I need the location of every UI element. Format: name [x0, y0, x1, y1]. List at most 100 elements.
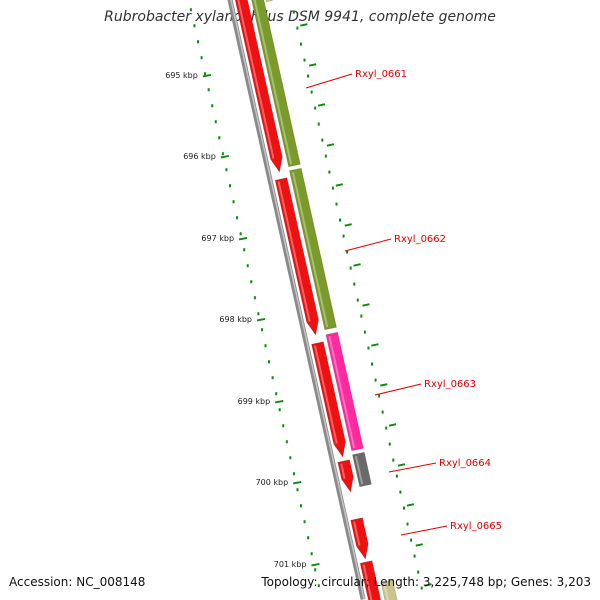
gene-feature-rxyl-0663	[325, 331, 364, 452]
gene-arrow-forward-5-shine	[353, 521, 361, 546]
minor-tick-dot	[236, 216, 239, 220]
minor-tick-dash	[344, 223, 352, 227]
gene-arrow-forward-6-shine	[362, 564, 373, 600]
minor-tick-dot	[289, 456, 292, 460]
minor-tick-dash	[362, 303, 370, 307]
minor-tick-dot	[253, 296, 256, 300]
minor-tick-dot	[399, 490, 402, 494]
minor-tick-dot	[292, 472, 295, 476]
minor-tick-dot	[417, 570, 420, 574]
minor-tick-dot	[260, 328, 263, 332]
minor-tick-dot	[310, 90, 313, 94]
minor-tick-dot	[307, 536, 310, 540]
minor-tick-dot	[189, 8, 192, 12]
minor-tick-dot	[264, 344, 267, 348]
gene-label-rxyl-0662[interactable]: Rxyl_0662	[394, 234, 446, 245]
minor-tick-dash	[371, 343, 379, 347]
minor-tick-dot	[300, 504, 303, 508]
minor-tick-dot	[228, 184, 231, 188]
major-tick	[202, 73, 212, 78]
minor-tick-dot	[296, 488, 299, 492]
minor-tick-dot	[310, 552, 313, 556]
tick-label: 701 kbp	[274, 560, 307, 569]
minor-tick-dot	[363, 330, 366, 334]
major-tick	[275, 399, 284, 404]
major-ticks: 695 kbp 696 kbp 697 kbp 698 kbp 699 kbp 700 k…	[165, 71, 320, 569]
minor-tick-dot	[243, 248, 246, 252]
minor-tick-dash	[380, 383, 388, 387]
gene-feature-rxyl-0664	[352, 451, 372, 488]
minor-tick-dot	[392, 458, 395, 462]
minor-tick-dot	[339, 218, 342, 222]
gene-feature-rxyl-0663-shine	[328, 335, 356, 449]
gene-label-rxyl-0661[interactable]: Rxyl_0661	[355, 69, 407, 80]
major-tick	[311, 562, 320, 567]
minor-tick-dot	[314, 568, 317, 572]
gene-label-rxyl-0664[interactable]: Rxyl_0664	[439, 458, 491, 469]
minor-tick-dot	[395, 474, 398, 478]
minor-tick-dot	[193, 24, 196, 28]
gene-feature-top-khaki	[265, 0, 273, 3]
minor-tick-dash	[353, 263, 361, 267]
minor-tick-dot	[282, 424, 285, 428]
gene-arrow-forward-1-shine	[237, 0, 275, 159]
minor-tick-dot	[303, 520, 306, 524]
gene-feature-rxyl-0662	[289, 167, 337, 331]
gene-label-rxyl-0665[interactable]: Rxyl_0665	[450, 521, 502, 532]
gene-arrow-forward-3-shine	[314, 345, 338, 444]
minor-tick-dot	[211, 104, 214, 108]
minor-tick-dot	[356, 298, 359, 302]
minor-tick-dot	[402, 506, 405, 510]
tick-label: 699 kbp	[238, 397, 271, 406]
minor-tick-dot	[307, 74, 310, 78]
gene-feature-rxyl-0661-shine	[253, 0, 293, 165]
tick-label: 697 kbp	[201, 234, 234, 243]
minor-tick-dot	[239, 232, 242, 236]
gene-arrow-forward-4	[337, 459, 354, 494]
minor-tick-dot	[296, 26, 299, 30]
minor-tick-dot	[268, 360, 271, 364]
gene-feature-rxyl-0661	[251, 0, 301, 168]
minor-tick-dot	[342, 234, 345, 238]
minor-tick-dot	[200, 56, 203, 60]
gene-arrow-forward-5	[350, 517, 369, 561]
minor-tick-dash	[397, 463, 406, 467]
minor-tick-dot	[278, 408, 281, 412]
minor-tick-dots	[189, 8, 432, 590]
topology-text: Topology: circular; Length: 3,225,748 bp…	[261, 575, 591, 589]
minor-tick-dot	[271, 376, 274, 380]
minor-tick-dash	[300, 23, 308, 27]
accession-text: Accession: NC_008148	[9, 575, 146, 589]
minor-tick-dot	[388, 442, 391, 446]
tick-label: 695 kbp	[165, 71, 198, 80]
gene-label-leader-rxyl-0663	[374, 383, 422, 396]
gene-feature-rxyl-0662-shine	[291, 171, 329, 328]
minor-tick-dot	[381, 410, 384, 414]
genome-backbone-highlight	[230, 0, 365, 600]
minor-tick-dot	[214, 120, 217, 124]
minor-tick-dot	[207, 88, 210, 92]
minor-tick-dot	[285, 440, 288, 444]
minor-tick-dot	[317, 122, 320, 126]
minor-tick-dot	[197, 40, 200, 44]
minor-tick-dot	[250, 280, 253, 284]
minor-tick-dot	[292, 10, 295, 14]
minor-tick-dot	[321, 138, 324, 142]
minor-tick-dot	[346, 250, 349, 254]
gene-arrow-forward-1	[234, 0, 283, 174]
gene-labels: Rxyl_0661 Rxyl_0662 Rxyl_0663 Rxyl_0664 Rxyl…	[305, 69, 502, 536]
minor-tick-dot	[218, 136, 221, 140]
minor-tick-dash	[335, 183, 344, 187]
minor-tick-dot	[275, 392, 278, 396]
gene-feature-rxyl-0664-shine	[354, 455, 364, 485]
minor-tick-dash	[388, 423, 397, 427]
gene-label-rxyl-0663[interactable]: Rxyl_0663	[424, 379, 476, 390]
minor-tick-dash	[406, 503, 415, 507]
minor-tick-dot	[314, 106, 317, 110]
minor-tick-dot	[221, 152, 224, 156]
major-tick	[220, 154, 230, 159]
minor-tick-dot	[370, 362, 373, 366]
gene-label-leader-rxyl-0661	[305, 73, 353, 89]
